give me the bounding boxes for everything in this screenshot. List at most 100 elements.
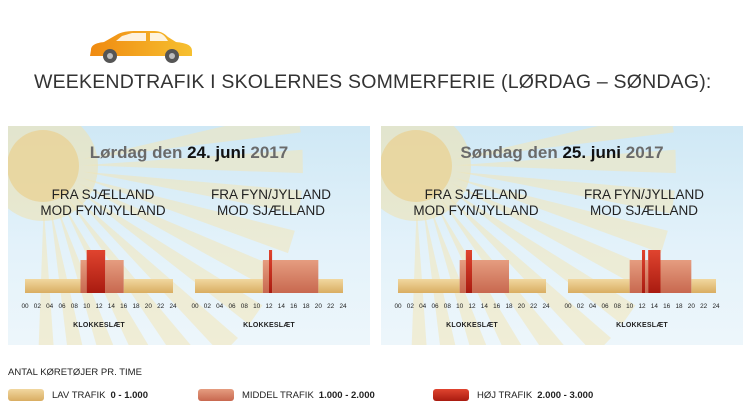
x-tick-label: 18 xyxy=(302,303,310,310)
panel-title: Søndag den 25. juni 2017 xyxy=(460,143,664,162)
traffic-bar-medium xyxy=(80,260,87,293)
x-tick-label: 10 xyxy=(456,303,464,310)
x-axis-label: KLOKKESLÆT xyxy=(243,322,295,329)
x-tick-label: 02 xyxy=(204,303,212,310)
x-tick-label: 06 xyxy=(58,303,66,310)
traffic-bar-medium xyxy=(645,260,649,293)
x-tick-label: 16 xyxy=(120,303,128,310)
traffic-chart: 00 02 04 06 08 10 12 14 16 18 20 22 24 xyxy=(394,250,550,310)
x-axis-label: KLOKKESLÆT xyxy=(616,322,668,329)
traffic-bar-low xyxy=(195,279,263,293)
traffic-bar-low xyxy=(398,279,460,293)
x-tick-label: 24 xyxy=(712,303,720,310)
traffic-bar-medium xyxy=(262,260,269,293)
x-tick-label: 10 xyxy=(83,303,91,310)
x-tick-label: 16 xyxy=(663,303,671,310)
x-tick-label: 08 xyxy=(614,303,622,310)
x-tick-label: 18 xyxy=(132,303,140,310)
x-tick-label: 24 xyxy=(169,303,177,310)
traffic-bar-low xyxy=(691,279,716,293)
x-tick-label: 16 xyxy=(493,303,501,310)
x-tick-label: 00 xyxy=(394,303,402,310)
panel-title: Lørdag den 24. juni 2017 xyxy=(89,143,289,162)
x-tick-label: 18 xyxy=(675,303,683,310)
x-tick-label: 20 xyxy=(518,303,526,310)
x-tick-label: 00 xyxy=(564,303,572,310)
traffic-bar-high xyxy=(269,250,273,293)
x-tick-label: 06 xyxy=(601,303,609,310)
traffic-bar-low xyxy=(568,279,630,293)
x-tick-label: 20 xyxy=(315,303,323,310)
traffic-bar-medium xyxy=(272,260,319,293)
sun-icon xyxy=(381,126,676,345)
x-tick-label: 06 xyxy=(228,303,236,310)
legend-item-low: LAV TRAFIK 0 - 1.000 xyxy=(8,388,148,402)
x-tick-label: 04 xyxy=(46,303,54,310)
traffic-bar-medium xyxy=(629,260,642,293)
x-tick-label: 08 xyxy=(444,303,452,310)
traffic-bar-high xyxy=(642,250,646,293)
x-tick-label: 08 xyxy=(241,303,249,310)
x-tick-label: 24 xyxy=(339,303,347,310)
x-tick-label: 22 xyxy=(327,303,335,310)
page-title: WEEKENDTRAFIK I SKOLERNES SOMMERFERIE (L… xyxy=(34,71,712,93)
traffic-bar-low xyxy=(318,279,343,293)
direction-label-west: FRA SJÆLLAND MOD FYN/JYLLAND xyxy=(413,187,539,218)
traffic-bar-low xyxy=(25,279,81,293)
x-tick-label: 12 xyxy=(265,303,273,310)
traffic-bar-high xyxy=(648,250,661,293)
x-tick-label: 20 xyxy=(688,303,696,310)
traffic-bar-low xyxy=(123,279,173,293)
x-tick-label: 12 xyxy=(468,303,476,310)
x-tick-label: 12 xyxy=(638,303,646,310)
legend-heading: ANTAL KØRETØJER PR. TIME xyxy=(8,367,142,378)
direction-label-west: FRA SJÆLLAND MOD FYN/JYLLAND xyxy=(40,187,166,218)
direction-label-east: FRA FYN/JYLLAND MOD SJÆLLAND xyxy=(583,187,705,218)
legend-swatch xyxy=(8,389,44,401)
direction-label-east: FRA FYN/JYLLAND MOD SJÆLLAND xyxy=(210,187,332,218)
x-tick-label: 08 xyxy=(71,303,79,310)
x-tick-label: 22 xyxy=(157,303,165,310)
x-tick-label: 06 xyxy=(431,303,439,310)
x-tick-label: 14 xyxy=(481,303,489,310)
x-tick-label: 04 xyxy=(589,303,597,310)
x-tick-label: 14 xyxy=(278,303,286,310)
traffic-bar-medium xyxy=(472,260,509,293)
legend-swatch xyxy=(198,389,234,401)
x-tick-label: 12 xyxy=(95,303,103,310)
x-tick-label: 10 xyxy=(253,303,261,310)
legend-swatch xyxy=(433,389,469,401)
x-tick-label: 22 xyxy=(700,303,708,310)
traffic-chart: 00 02 04 06 08 10 12 14 16 18 20 22 24 xyxy=(21,250,177,310)
car-icon xyxy=(90,31,192,63)
x-tick-label: 22 xyxy=(530,303,538,310)
panel-sunday: Søndag den 25. juni 2017 FRA SJÆLLAND MO… xyxy=(381,126,743,345)
legend-item-medium: MIDDEL TRAFIK 1.000 - 2.000 xyxy=(198,388,375,402)
x-tick-label: 14 xyxy=(108,303,116,310)
traffic-chart: 00 02 04 06 08 10 12 14 16 18 20 22 24 xyxy=(564,250,720,310)
traffic-bar-medium xyxy=(459,260,466,293)
legend-item-high: HØJ TRAFIK 2.000 - 3.000 xyxy=(433,388,593,402)
sun-icon xyxy=(8,126,303,345)
panel-saturday: Lørdag den 24. juni 2017 FRA SJÆLLAND MO… xyxy=(8,126,370,345)
x-tick-label: 18 xyxy=(505,303,513,310)
x-tick-label: 14 xyxy=(651,303,659,310)
traffic-bar-medium xyxy=(660,260,692,293)
x-tick-label: 10 xyxy=(626,303,634,310)
x-tick-label: 02 xyxy=(577,303,585,310)
x-tick-label: 20 xyxy=(145,303,153,310)
x-tick-label: 04 xyxy=(419,303,427,310)
traffic-bar-low xyxy=(509,279,546,293)
x-tick-label: 24 xyxy=(542,303,550,310)
x-tick-label: 00 xyxy=(21,303,29,310)
x-axis-label: KLOKKESLÆT xyxy=(73,322,125,329)
x-tick-label: 02 xyxy=(34,303,42,310)
traffic-bar-high xyxy=(86,250,106,293)
x-axis-label: KLOKKESLÆT xyxy=(446,322,498,329)
traffic-bar-high xyxy=(465,250,472,293)
traffic-chart: 00 02 04 06 08 10 12 14 16 18 20 22 24 xyxy=(191,250,347,310)
x-tick-label: 02 xyxy=(407,303,415,310)
x-tick-label: 04 xyxy=(216,303,224,310)
x-tick-label: 16 xyxy=(290,303,298,310)
x-tick-label: 00 xyxy=(191,303,199,310)
